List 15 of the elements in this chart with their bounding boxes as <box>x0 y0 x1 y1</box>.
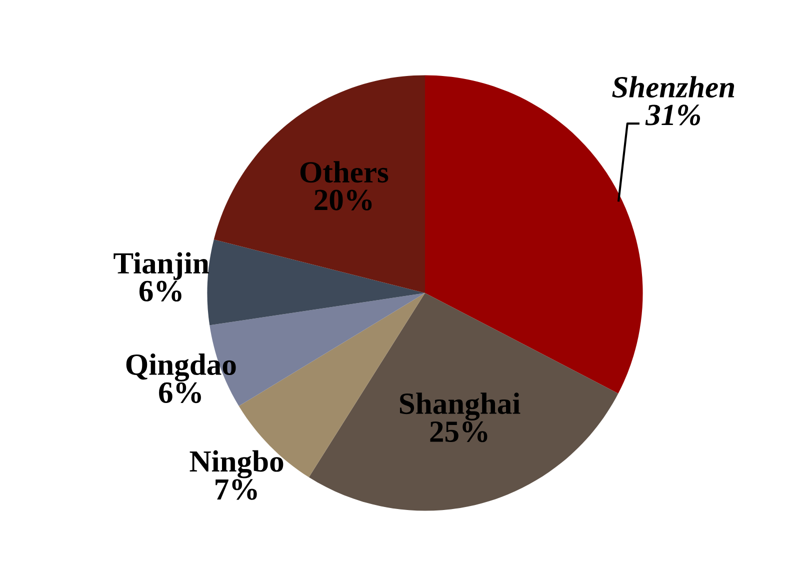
slice-label: Others <box>300 161 388 183</box>
slice-label: Tianjin <box>114 252 209 280</box>
slice-label: Ningbo <box>190 450 284 478</box>
data-label: 6% <box>159 382 201 404</box>
data-label: 31% <box>645 104 700 126</box>
data-label: 6% <box>139 280 182 302</box>
pie-slice <box>207 240 425 326</box>
data-label: 25% <box>430 421 488 442</box>
pie-slice <box>214 75 425 293</box>
pie-slice <box>308 293 618 511</box>
data-label: 20% <box>314 190 372 210</box>
data-label: 7% <box>216 479 257 500</box>
slice-label: Qingdao <box>126 354 236 382</box>
slice-label: Shanghai <box>400 392 520 421</box>
slice-label: Shenzhen <box>612 76 734 98</box>
